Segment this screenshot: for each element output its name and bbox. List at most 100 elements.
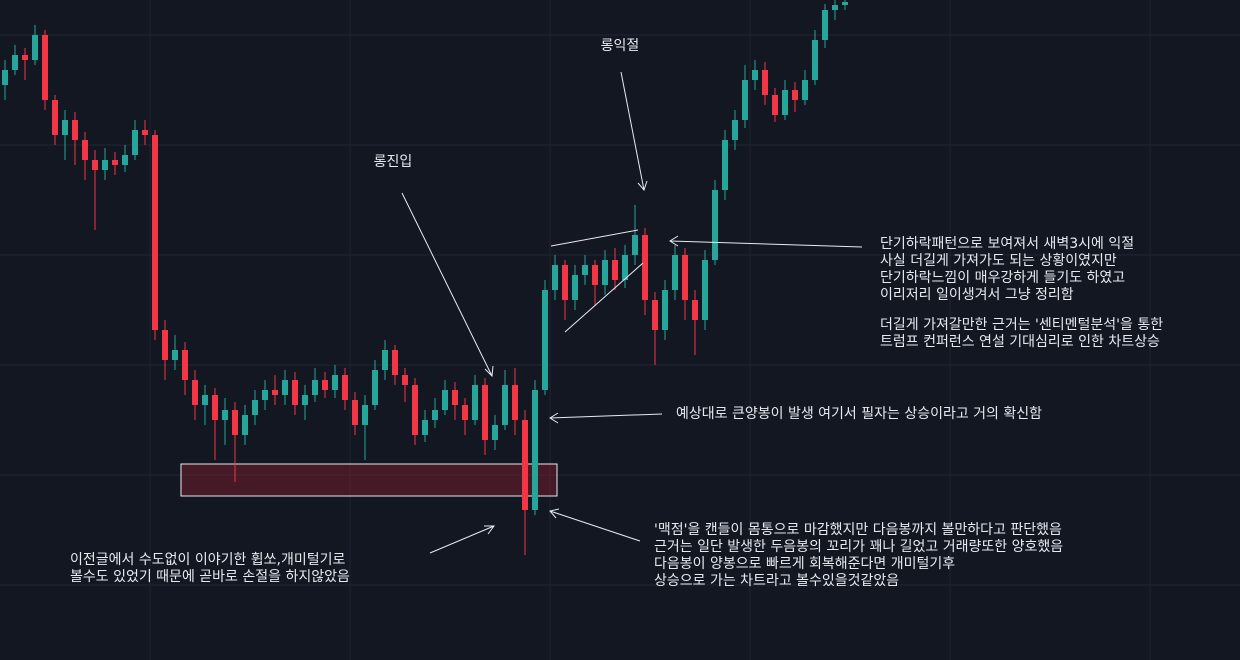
candle-body: [352, 400, 358, 425]
candle-body: [512, 385, 518, 420]
candle-body: [382, 350, 388, 370]
candle-body: [82, 140, 88, 160]
candle-body: [592, 265, 598, 285]
support-zone: [180, 463, 558, 497]
candle-body: [632, 235, 638, 255]
arrow: [669, 235, 863, 248]
candle-body: [832, 5, 838, 10]
candle-body: [562, 265, 568, 300]
candle-body: [432, 410, 438, 420]
candle-body: [292, 380, 298, 405]
annotation: 단기하락느낌이 매우강하게 들기도 하였고: [880, 270, 1125, 286]
candle-body: [622, 255, 628, 280]
arrow: [549, 412, 663, 424]
candle-body: [732, 120, 738, 140]
candle-body: [712, 190, 718, 260]
candle-body: [442, 390, 448, 410]
candle-body: [142, 130, 148, 135]
annotation: 사실 더길게 가져가도 되는 상황이였지만: [880, 253, 1117, 269]
annotation: 더길게 가져갈만한 근거는 '센티멘털분석'을 통한: [880, 317, 1163, 333]
annotation: 이전글에서 수도없이 이야기한 휩쏘,개미털기로: [70, 552, 346, 568]
annotation: 예상대로 큰양봉이 발생 여기서 필자는 상승이라고 거의 확신함: [676, 406, 1042, 422]
candle-body: [402, 375, 408, 385]
candle-body: [232, 410, 238, 435]
candle-body: [62, 120, 68, 135]
candle-body: [752, 70, 758, 80]
candle-body: [682, 255, 688, 300]
candle-body: [502, 385, 508, 425]
candle-body: [482, 385, 488, 440]
candle-body: [522, 420, 528, 510]
candle-body: [762, 70, 768, 95]
annotation: 트럼프 컨퍼런스 연설 기대심리로 인한 차트상승: [880, 334, 1160, 350]
candle-body: [102, 160, 108, 170]
candle-body: [182, 350, 188, 380]
candle-body: [2, 70, 8, 85]
candle-body: [552, 265, 558, 290]
annotation: 근거는 일단 발생한 두음봉의 꼬리가 꽤나 길었고 거래량또한 양호했음: [654, 539, 1063, 555]
candle-body: [202, 395, 208, 405]
candle-body: [422, 420, 428, 435]
candle-body: [462, 405, 468, 420]
candle-body: [272, 390, 278, 395]
trend-line: [564, 262, 644, 333]
candle-body: [242, 415, 248, 435]
candle-body: [52, 100, 58, 135]
candle-body: [642, 235, 648, 300]
drawings: [401, 71, 863, 554]
candle-body: [362, 405, 368, 425]
candle-body: [32, 35, 38, 60]
annotation: 이리저리 일이생겨서 그냥 정리함: [880, 287, 1074, 303]
candle-body: [812, 40, 818, 80]
arrow: [549, 508, 641, 542]
candle-body: [302, 395, 308, 405]
candle-body: [542, 290, 548, 390]
candle-body: [822, 10, 828, 40]
candles: [2, 0, 848, 555]
candle-body: [72, 120, 78, 140]
candle-body: [282, 380, 288, 395]
annotation: '맥점'을 캔들이 몸통으로 마감했지만 다음봉까지 볼만하다고 판단했음: [654, 522, 1062, 538]
annotation: 볼수도 있었기 때문에 곧바로 손절을 하지않았음: [70, 569, 350, 585]
candle-body: [722, 140, 728, 190]
candle-body: [212, 395, 218, 420]
candle-body: [372, 370, 378, 405]
candle-body: [132, 130, 138, 155]
candle-body: [692, 300, 698, 320]
candle-body: [792, 90, 798, 100]
candle-body: [672, 255, 678, 290]
annotation: 롱익절: [601, 38, 640, 54]
candle-body: [312, 380, 318, 395]
candle-body: [492, 425, 498, 440]
annotation: 다음봉이 양봉으로 빠르게 회복해준다면 개미털기후: [654, 556, 955, 572]
candle-body: [152, 135, 158, 330]
candle-body: [252, 400, 258, 415]
candle-body: [602, 260, 608, 285]
candle-body: [742, 80, 748, 120]
candle-body: [802, 80, 808, 100]
arrow: [620, 71, 648, 191]
candle-body: [412, 385, 418, 435]
candle-body: [162, 330, 168, 360]
candle-body: [612, 260, 618, 280]
candle-body: [662, 290, 668, 330]
candle-body: [652, 300, 658, 330]
candle-body: [192, 380, 198, 405]
arrow: [401, 192, 494, 378]
candle-body: [532, 390, 538, 510]
candle-body: [842, 2, 848, 5]
candle-body: [772, 95, 778, 115]
candle-body: [172, 350, 178, 360]
candle-body: [42, 35, 48, 100]
arrow: [429, 525, 495, 554]
candle-body: [782, 90, 788, 115]
candle-body: [472, 385, 478, 420]
candle-body: [452, 390, 458, 405]
candle-body: [322, 380, 328, 390]
annotation: 단기하락패턴으로 보여져서 새벽3시에 익절: [880, 236, 1134, 252]
candle-body: [262, 390, 268, 400]
candle-body: [22, 55, 28, 60]
